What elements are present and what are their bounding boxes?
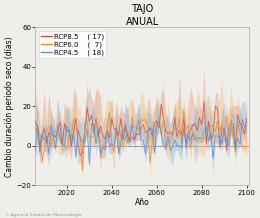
Y-axis label: Cambio duración periodo seco (días): Cambio duración periodo seco (días) — [4, 36, 14, 177]
X-axis label: Año: Año — [135, 198, 149, 207]
Text: © Agencia Estatal de Meteorología: © Agencia Estatal de Meteorología — [5, 213, 82, 217]
Legend: RCP8.5    ( 17), RCP6.0    (  7), RCP4.5    ( 18): RCP8.5 ( 17), RCP6.0 ( 7), RCP4.5 ( 18) — [39, 31, 106, 58]
Title: TAJO
ANUAL: TAJO ANUAL — [126, 4, 159, 27]
